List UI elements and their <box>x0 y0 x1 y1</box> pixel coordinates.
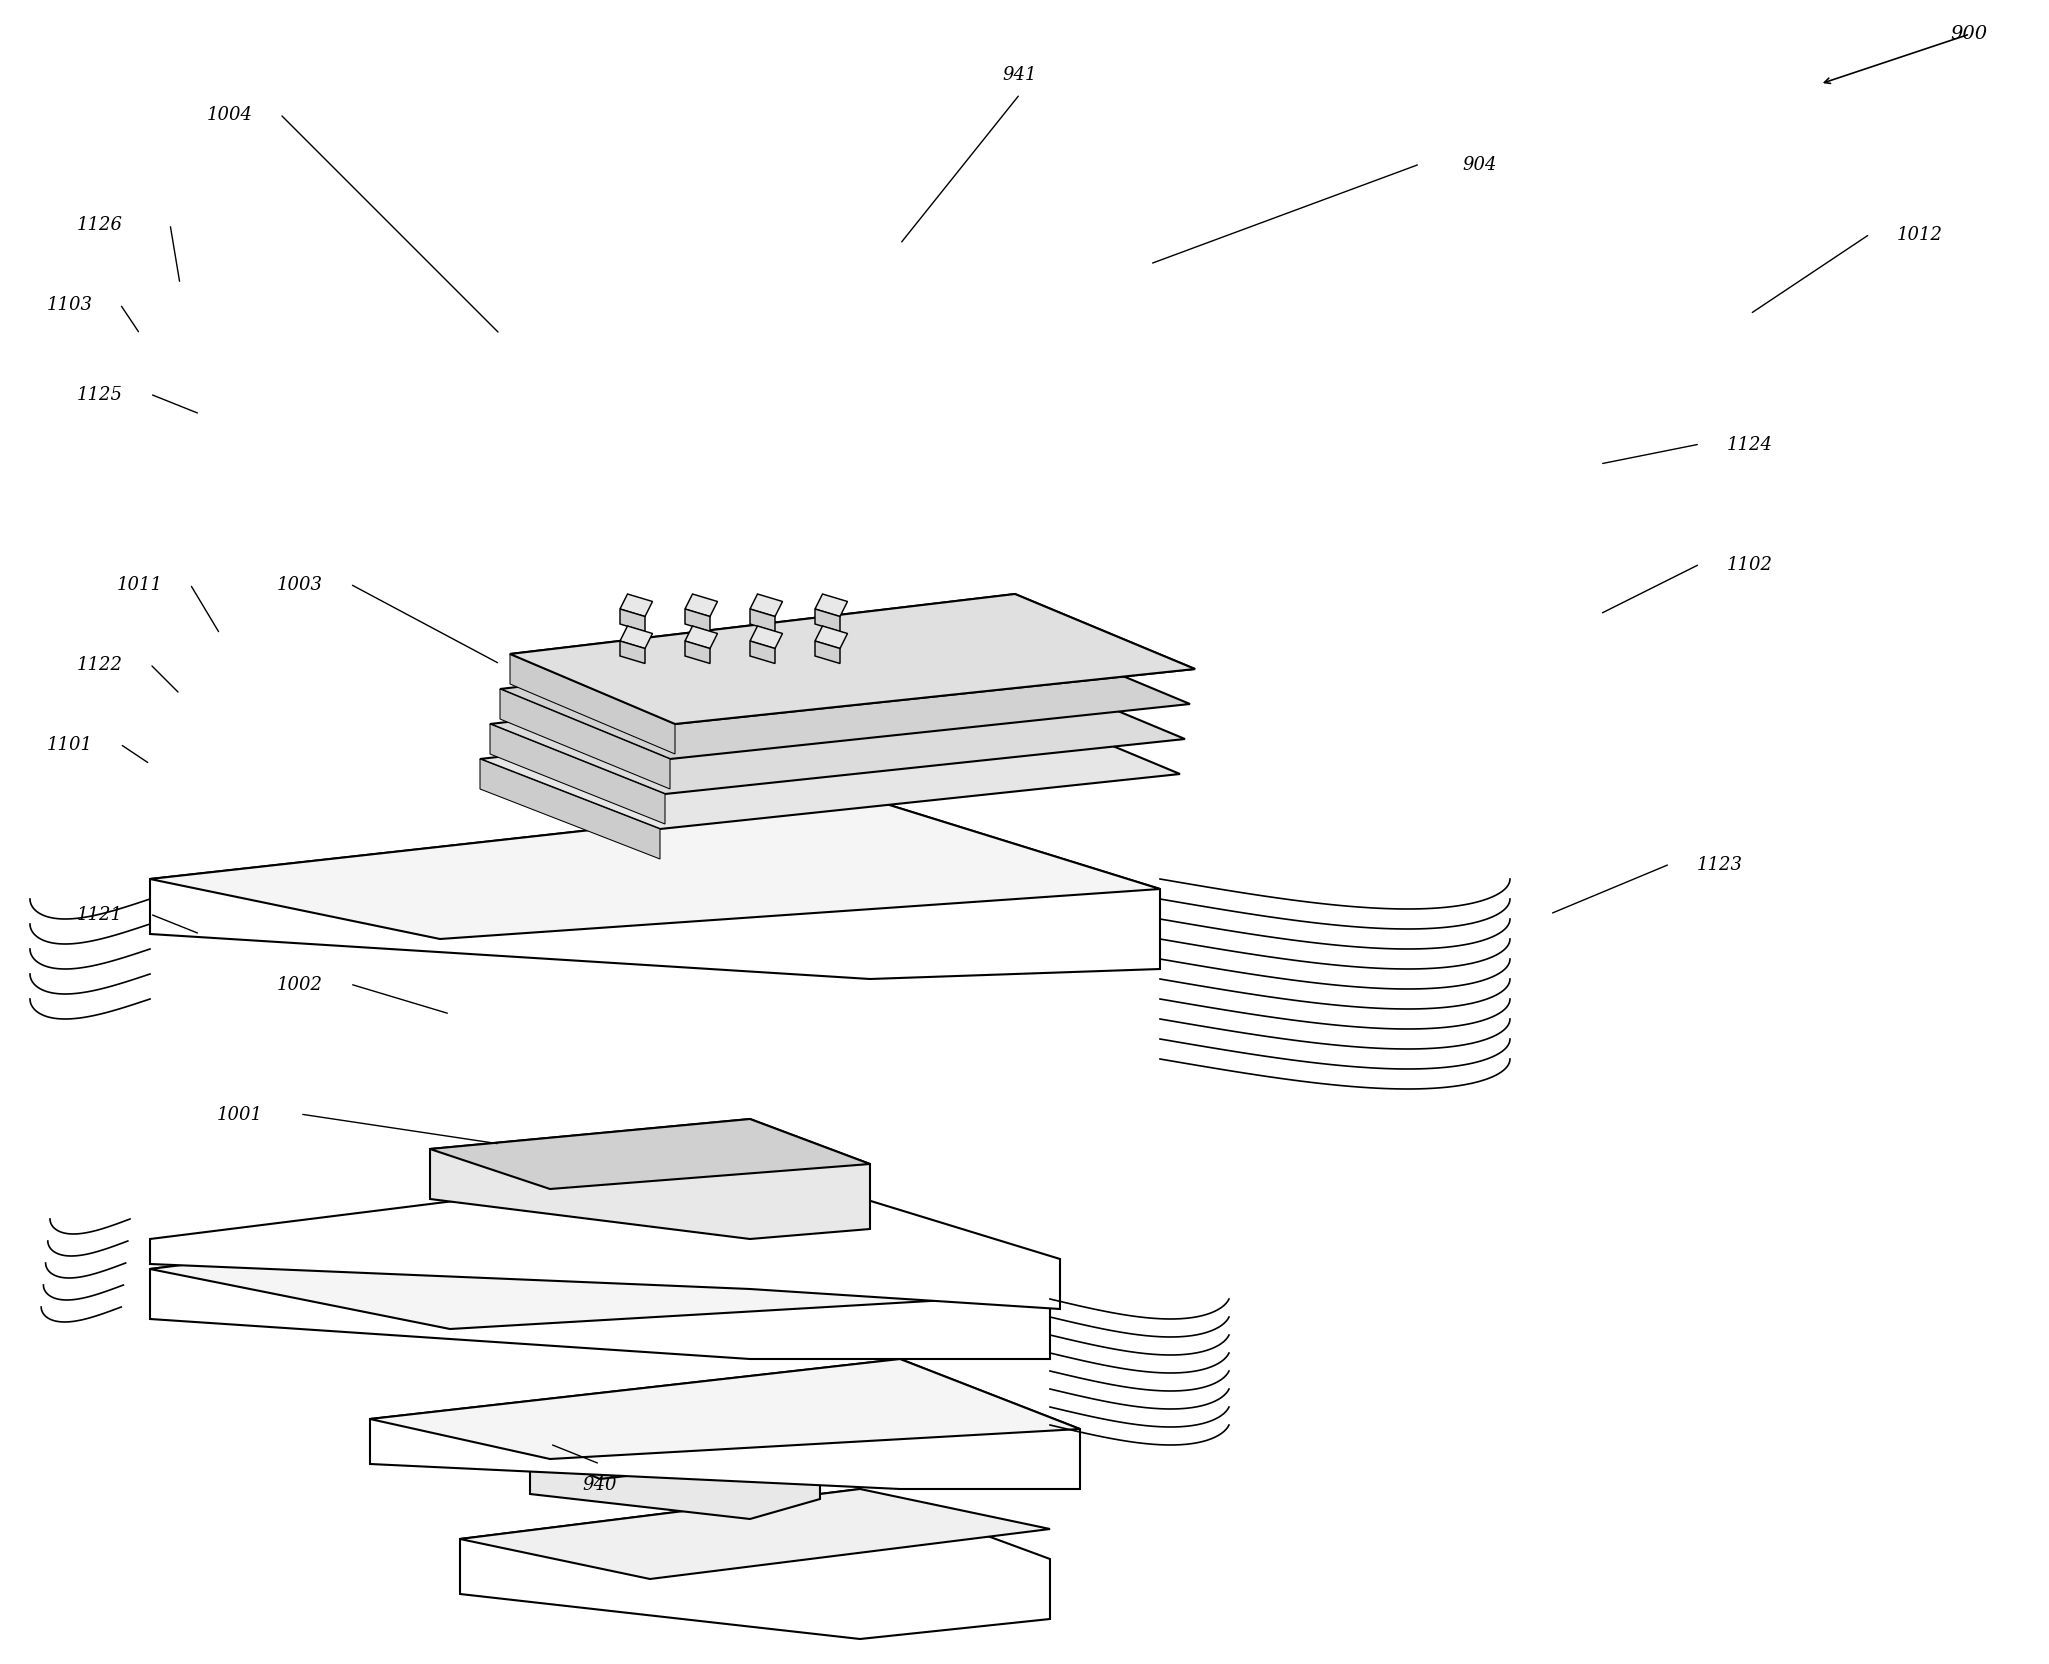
Polygon shape <box>510 594 1195 724</box>
Polygon shape <box>150 1165 1059 1310</box>
Polygon shape <box>816 609 840 632</box>
Text: 1103: 1103 <box>47 296 92 314</box>
Text: 904: 904 <box>1463 156 1498 175</box>
Polygon shape <box>490 664 1184 794</box>
Polygon shape <box>621 609 645 632</box>
Text: 1123: 1123 <box>1697 855 1744 874</box>
Polygon shape <box>750 609 775 632</box>
Polygon shape <box>684 609 711 632</box>
Polygon shape <box>459 1489 1049 1639</box>
Polygon shape <box>500 689 670 789</box>
Polygon shape <box>621 594 652 617</box>
Polygon shape <box>479 699 1180 829</box>
Polygon shape <box>430 1120 871 1190</box>
Polygon shape <box>510 594 1195 724</box>
Text: 1101: 1101 <box>47 735 92 754</box>
Polygon shape <box>684 627 717 649</box>
Polygon shape <box>150 1195 1049 1330</box>
Polygon shape <box>684 594 717 617</box>
Polygon shape <box>816 594 848 617</box>
Text: 1121: 1121 <box>78 905 123 924</box>
Text: 1004: 1004 <box>207 106 252 123</box>
Text: 1003: 1003 <box>277 576 324 594</box>
Text: 1125: 1125 <box>78 386 123 404</box>
Polygon shape <box>510 654 674 754</box>
Text: 1011: 1011 <box>117 576 164 594</box>
Polygon shape <box>531 1419 820 1519</box>
Polygon shape <box>459 1489 1049 1579</box>
Polygon shape <box>621 627 652 649</box>
Polygon shape <box>490 724 666 824</box>
Polygon shape <box>500 629 1190 759</box>
Text: 900: 900 <box>1951 25 1988 43</box>
Polygon shape <box>430 1120 871 1240</box>
Polygon shape <box>621 642 645 664</box>
Polygon shape <box>150 799 1160 940</box>
Polygon shape <box>816 642 840 664</box>
Polygon shape <box>150 799 1160 980</box>
Polygon shape <box>750 642 775 664</box>
Polygon shape <box>816 627 848 649</box>
Text: 1124: 1124 <box>1727 436 1772 454</box>
Polygon shape <box>750 627 783 649</box>
Text: 1001: 1001 <box>217 1105 262 1123</box>
Polygon shape <box>531 1419 820 1479</box>
Polygon shape <box>750 594 783 617</box>
Polygon shape <box>371 1359 1080 1459</box>
Text: 1002: 1002 <box>277 975 324 993</box>
Text: 1102: 1102 <box>1727 556 1772 574</box>
Text: 941: 941 <box>1002 67 1037 83</box>
Text: 1012: 1012 <box>1897 226 1942 245</box>
Polygon shape <box>371 1359 1080 1489</box>
Polygon shape <box>479 759 660 860</box>
Polygon shape <box>150 1195 1049 1359</box>
Text: 940: 940 <box>582 1474 617 1493</box>
Polygon shape <box>684 642 711 664</box>
Text: 1126: 1126 <box>78 216 123 235</box>
Text: 1122: 1122 <box>78 656 123 674</box>
